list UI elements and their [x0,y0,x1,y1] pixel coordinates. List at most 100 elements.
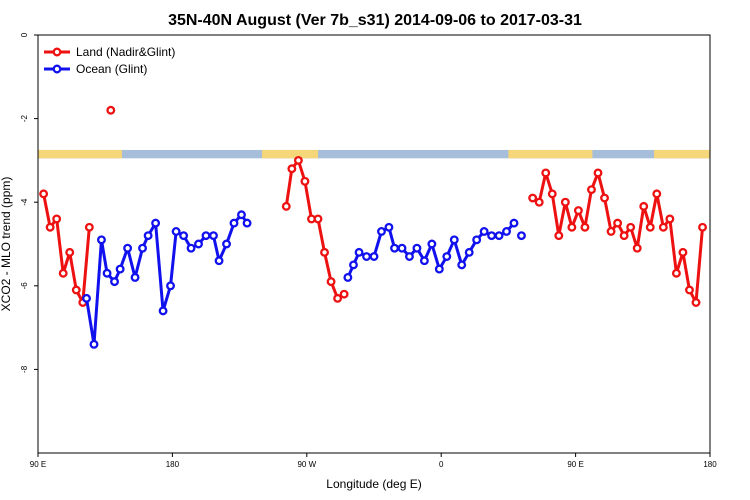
data-point-land [39,189,49,199]
data-point-ocean [449,235,459,245]
ocean-band [38,149,710,159]
data-point-ocean [397,243,407,253]
legend: Land (Nadir&Glint) Ocean (Glint) [44,45,175,76]
data-point-land [547,189,557,199]
data-point-ocean [369,252,379,261]
land-mask-band [38,149,710,159]
data-point-ocean [151,218,161,228]
data-point-ocean [517,231,526,241]
data-point-land [691,298,701,307]
data-point-land [580,222,590,232]
data-point-land [287,164,297,174]
data-point-ocean [434,264,444,274]
data-point-land [106,105,116,115]
series-group [39,105,725,349]
data-point-ocean [472,235,482,245]
data-point-ocean [143,231,153,241]
x-axis: 90 E 180 90 W 0 90 E 180 [30,453,717,469]
data-point-land [84,222,94,232]
data-point-ocean [123,243,133,253]
data-point-ocean [130,272,140,282]
y-tick-label: -4 [20,198,29,206]
x-tick-label: 90 E [567,460,583,469]
x-tick-label: 90 E [30,460,46,469]
chart-title: 35N-40N August (Ver 7b_s31) 2014-09-06 t… [168,12,582,29]
y-tick-label: -6 [20,282,29,290]
data-point-land [534,197,544,207]
data-point-ocean [214,256,224,266]
legend-label-land: Land (Nadir&Glint) [76,45,175,59]
legend-label-ocean: Ocean (Glint) [76,62,147,76]
data-point-ocean [102,268,112,278]
data-point-land [71,285,81,295]
data-point-land [58,268,68,278]
land-band-segment [654,149,710,159]
data-point-ocean [110,277,119,287]
data-point-ocean [82,293,91,303]
data-point-land [554,231,564,241]
data-point-ocean [115,264,125,274]
series-line-land [284,158,345,300]
series-line-land [42,193,91,305]
data-point-ocean [354,247,364,257]
data-point-land [652,189,662,199]
data-point-ocean [377,227,386,236]
data-point-land [645,222,655,232]
data-point-ocean [412,243,422,253]
data-point-land [573,206,583,216]
x-tick-label: 180 [703,460,717,469]
y-tick-label: -2 [20,114,29,122]
data-point-ocean [186,243,196,253]
data-point-land [293,155,303,165]
data-point-ocean [494,231,504,241]
data-point-ocean [502,227,511,236]
x-tick-label: 90 W [297,460,316,469]
data-point-land [52,214,62,224]
data-point-ocean [89,339,99,349]
x-axis-label: Longitude (deg E) [326,477,421,491]
data-point-land [313,214,323,224]
data-point-land [65,247,75,257]
data-point-ocean [201,231,211,241]
data-point-ocean [384,222,394,232]
x-tick-label: 0 [439,460,444,469]
data-point-land [658,222,668,232]
data-point-ocean [427,239,437,249]
data-point-ocean [138,243,147,253]
data-point-ocean [166,281,175,291]
series-line-ocean [346,222,516,279]
data-point-land [626,222,636,232]
data-point-land [567,222,577,232]
data-point-land [698,222,707,232]
land-band-segment [508,149,593,159]
legend-marker-ocean [52,64,62,74]
data-point-ocean [442,252,452,261]
data-point-land [528,193,538,203]
data-point-ocean [464,247,474,257]
data-point-land [718,107,725,114]
y-tick-label: 0 [20,32,29,37]
data-point-ocean [158,306,168,316]
data-point-land [333,293,343,303]
data-point-land [541,168,551,178]
data-point-ocean [479,227,489,236]
data-point-ocean [390,243,399,253]
data-point-land [678,247,688,257]
data-point-ocean [222,239,231,249]
data-point-ocean [343,272,353,282]
data-point-ocean [209,231,218,241]
data-point-land [300,176,310,186]
data-point-ocean [487,231,497,241]
data-point-ocean [171,227,181,236]
plot-area [39,105,725,349]
y-axis-label: XCO2 - MLO trend (ppm) [0,177,13,312]
land-band-segment [38,149,122,159]
data-point-land [339,289,349,299]
data-point-land [685,285,694,295]
data-point-ocean [509,218,519,228]
data-point-land [665,214,675,224]
data-point-ocean [179,231,189,241]
data-point-land [671,268,681,278]
plot-frame [37,34,711,454]
